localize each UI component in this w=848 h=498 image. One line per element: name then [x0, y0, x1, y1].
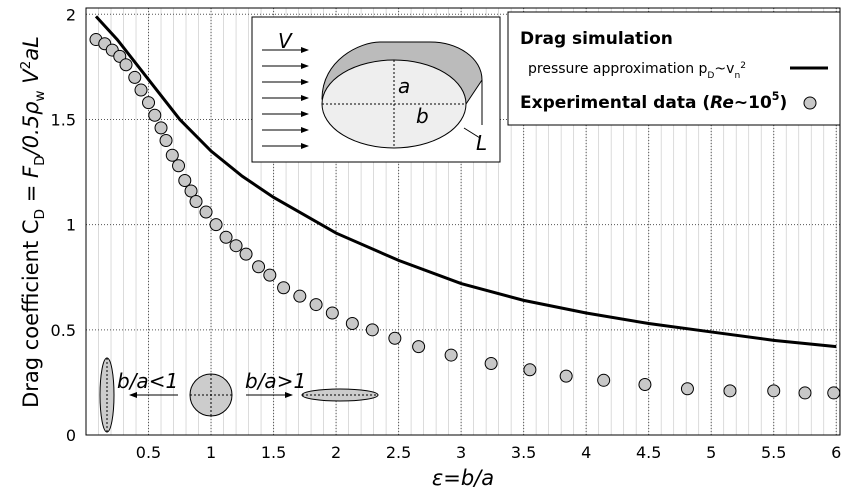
line	[94, 15, 837, 349]
text-part: ~v	[714, 61, 734, 77]
marker	[444, 348, 458, 362]
marker	[119, 58, 133, 72]
y-tick-label: 1	[66, 216, 76, 235]
marker	[388, 331, 402, 345]
marker	[148, 108, 162, 122]
y-tick-label: 0	[66, 426, 76, 445]
marker	[638, 378, 652, 392]
text-part: 5	[772, 90, 780, 103]
x-tick-label: 0.5	[136, 443, 161, 462]
marker	[412, 340, 426, 354]
legend-swatch	[803, 96, 817, 110]
marker	[165, 148, 179, 162]
marks	[89, 15, 841, 400]
y-tick-label: 0.5	[51, 321, 76, 340]
shape-label: b/a<1	[117, 369, 178, 393]
marker	[252, 260, 266, 274]
marker	[142, 96, 156, 110]
marker	[209, 218, 223, 232]
marker	[189, 195, 203, 209]
legend-note: pressure approximation pD~vn2	[528, 61, 746, 81]
legend-label: Drag simulation	[520, 29, 673, 49]
text-part: 2	[740, 61, 746, 71]
text-part: pressure approximation p	[528, 61, 708, 77]
marker	[293, 289, 307, 303]
inset-label: L	[476, 131, 487, 155]
text-part: D	[707, 71, 714, 81]
x-tick-label: 5.5	[761, 443, 786, 462]
marker	[723, 384, 737, 398]
marker	[559, 369, 573, 383]
marker	[154, 121, 168, 135]
plot-frame	[85, 7, 841, 436]
text-part: /0.5ρ	[19, 101, 43, 157]
marker	[184, 184, 198, 198]
text-part: aL	[19, 36, 43, 61]
marker	[365, 323, 379, 337]
marker	[219, 230, 233, 244]
text-part: n	[734, 71, 740, 81]
legend-label: Experimental data (Re~105)	[520, 90, 787, 113]
x-tick-label: 2	[331, 443, 341, 462]
marker	[134, 83, 148, 97]
text-part: )	[779, 93, 787, 113]
x-tick-label: 5	[706, 443, 716, 462]
text-part: = F	[19, 165, 43, 209]
shape-label: b/a>1	[245, 369, 306, 393]
text-part: D	[32, 209, 48, 220]
text-part: D	[32, 155, 48, 166]
text-part: w	[32, 90, 48, 101]
marker	[325, 306, 339, 320]
marker	[159, 134, 173, 148]
grid	[86, 8, 840, 436]
x-tick-label: 4.5	[636, 443, 661, 462]
marker	[199, 205, 213, 219]
marker	[229, 239, 243, 253]
marker	[263, 268, 277, 282]
x-tick-label: 3	[456, 443, 466, 462]
text-part: ~10	[734, 93, 772, 113]
inset-label: a	[398, 74, 410, 98]
text-part: Re	[710, 93, 734, 113]
x-tick-label: 3.5	[511, 443, 536, 462]
marker	[128, 70, 142, 84]
shape-sketch	[99, 357, 379, 433]
text-part: V	[19, 68, 43, 91]
marker	[484, 356, 498, 370]
inset	[251, 16, 501, 163]
x-tick-label: 4	[581, 443, 591, 462]
inset-label: V	[278, 29, 293, 53]
marker	[309, 298, 323, 312]
marker	[680, 382, 694, 396]
y-axis-label: Drag coefficient CD = FD/0.5ρw V2aL	[18, 36, 48, 408]
text-part: Experimental data (	[520, 93, 710, 113]
marker	[767, 384, 781, 398]
y-tick-label: 2	[66, 5, 76, 24]
marker	[523, 363, 537, 377]
marker	[827, 386, 841, 400]
x-tick-label: 1.5	[261, 443, 286, 462]
x-tick-label: 2.5	[386, 443, 411, 462]
x-tick-label: 1	[206, 443, 216, 462]
marker	[239, 247, 253, 261]
marker	[178, 173, 192, 187]
x-axis-label: ε=b/a	[432, 466, 494, 490]
y-tick-label: 1.5	[51, 110, 76, 129]
x-tick-label: 6	[831, 443, 841, 462]
marker	[798, 386, 812, 400]
marker	[345, 317, 359, 331]
marker	[597, 373, 611, 387]
text-part: Drag coefficient C	[19, 219, 43, 407]
marker	[277, 281, 291, 295]
marker	[172, 159, 186, 173]
inset-label: b	[416, 104, 429, 128]
text-part: 2	[18, 61, 34, 70]
legend	[507, 11, 841, 126]
